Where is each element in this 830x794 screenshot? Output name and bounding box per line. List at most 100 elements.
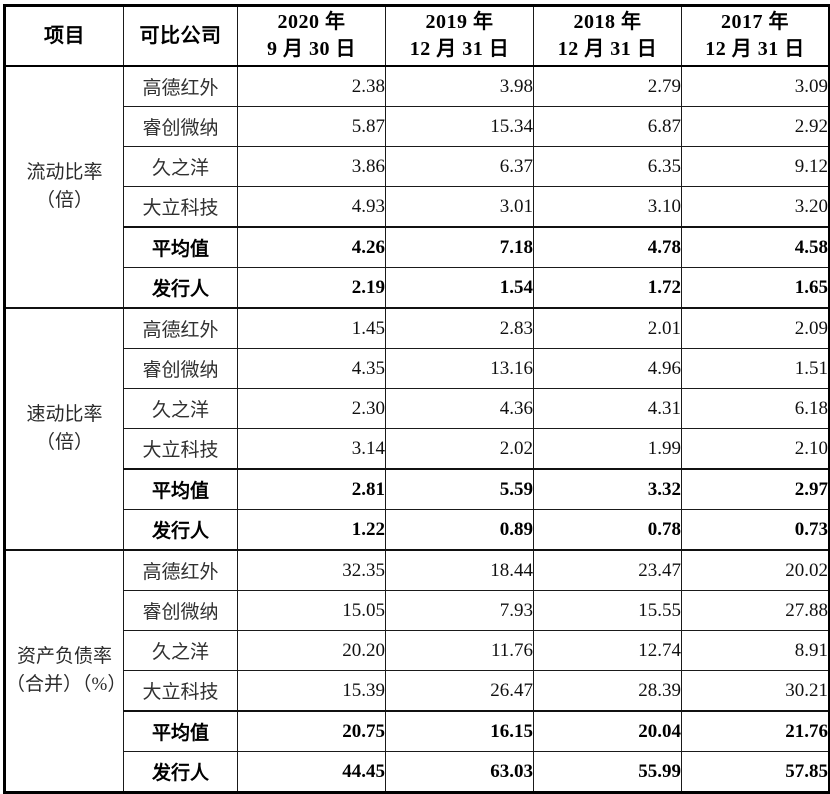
- value-cell: 4.26: [237, 226, 386, 268]
- value-cell: 3.98: [385, 65, 534, 107]
- header-period-3-date: 12 月 31 日: [705, 38, 805, 60]
- value-cell: 5.59: [385, 468, 534, 510]
- value-cell: 7.18: [385, 226, 534, 268]
- value-cell: 20.02: [681, 549, 830, 591]
- company-name-cell: 平均值: [123, 226, 238, 268]
- value-cell: 2.83: [385, 307, 534, 349]
- company-name-cell: 大立科技: [123, 186, 238, 228]
- table-row: 平均值 4.26 7.18 4.78 4.58: [5, 226, 830, 268]
- table-row: 资产负债率（合并）（%） 高德红外 32.35 18.44 23.47 20.02: [4, 549, 830, 793]
- value-cell: 4.31: [533, 388, 682, 429]
- value-cell: 44.45: [237, 751, 386, 793]
- value-cell: 2.97: [681, 468, 830, 510]
- header-period-1-year: 2019 年: [425, 11, 494, 33]
- value-cell: 2.30: [237, 388, 386, 429]
- table-row: 久之洋 20.20 11.76 12.74 8.91: [5, 630, 830, 671]
- value-cell: 4.35: [237, 348, 386, 389]
- value-cell: 20.20: [237, 630, 386, 671]
- table-row: 流动比率 （倍） 高德红外 2.38 3.98 2.79 3.09: [4, 65, 830, 309]
- table-row: 久之洋 3.86 6.37 6.35 9.12: [5, 146, 830, 187]
- value-cell: 0.73: [681, 509, 830, 551]
- company-name-cell: 发行人: [123, 751, 238, 793]
- company-name-cell: 发行人: [123, 509, 238, 551]
- table-row: 睿创微纳 4.35 13.16 4.96 1.51: [5, 348, 830, 389]
- value-cell: 4.96: [533, 348, 682, 389]
- header-period-2-year: 2018 年: [573, 11, 642, 33]
- header-period-2-date: 12 月 31 日: [557, 38, 658, 60]
- value-cell: 15.39: [237, 670, 386, 712]
- value-cell: 18.44: [385, 549, 534, 591]
- value-cell: 12.74: [533, 630, 682, 671]
- value-cell: 32.35: [237, 549, 386, 591]
- company-name-cell: 高德红外: [123, 65, 238, 107]
- value-cell: 57.85: [681, 751, 830, 793]
- table-row: 睿创微纳 15.05 7.93 15.55 27.88: [5, 590, 830, 631]
- value-cell: 15.05: [237, 590, 386, 631]
- value-cell: 15.55: [533, 590, 682, 631]
- table-row: 发行人 2.19 1.54 1.72 1.65: [5, 267, 830, 309]
- value-cell: 15.34: [385, 106, 534, 147]
- header-period-0-year: 2020 年: [277, 11, 346, 33]
- company-name-cell: 睿创微纳: [123, 106, 238, 147]
- company-name-cell: 久之洋: [123, 388, 238, 429]
- financial-ratio-table-container: 项目 可比公司 2020 年 9 月 30 日 2019 年 12 月 31 日…: [3, 4, 830, 794]
- value-cell: 6.18: [681, 388, 830, 429]
- value-cell: 1.45: [237, 307, 386, 349]
- value-cell: 6.35: [533, 146, 682, 187]
- value-cell: 1.22: [237, 509, 386, 551]
- value-cell: 8.91: [681, 630, 830, 671]
- value-cell: 11.76: [385, 630, 534, 671]
- section-label-0: 流动比率 （倍）: [4, 65, 124, 309]
- table-row: 平均值 2.81 5.59 3.32 2.97: [5, 468, 830, 510]
- section-label-text: 速动比率 （倍）: [26, 404, 103, 453]
- header-period-0: 2020 年 9 月 30 日: [237, 5, 386, 67]
- value-cell: 2.10: [681, 428, 830, 470]
- value-cell: 2.81: [237, 468, 386, 510]
- table-row: 大立科技 4.93 3.01 3.10 3.20: [5, 186, 830, 228]
- company-name-cell: 高德红外: [123, 549, 238, 591]
- value-cell: 1.54: [385, 267, 534, 309]
- value-cell: 5.87: [237, 106, 386, 147]
- company-name-cell: 大立科技: [123, 670, 238, 712]
- value-cell: 9.12: [681, 146, 830, 187]
- value-cell: 0.78: [533, 509, 682, 551]
- value-cell: 1.72: [533, 267, 682, 309]
- value-cell: 4.93: [237, 186, 386, 228]
- table-row: 平均值 20.75 16.15 20.04 21.76: [5, 710, 830, 752]
- value-cell: 0.89: [385, 509, 534, 551]
- header-period-1-date: 12 月 31 日: [409, 38, 510, 60]
- value-cell: 16.15: [385, 710, 534, 752]
- table-row: 大立科技 3.14 2.02 1.99 2.10: [5, 428, 830, 470]
- section-label-text: 资产负债率（合并）（%）: [6, 646, 127, 695]
- company-name-cell: 发行人: [123, 267, 238, 309]
- company-name-cell: 高德红外: [123, 307, 238, 349]
- table-row: 久之洋 2.30 4.36 4.31 6.18: [5, 388, 830, 429]
- value-cell: 6.87: [533, 106, 682, 147]
- value-cell: 63.03: [385, 751, 534, 793]
- value-cell: 21.76: [681, 710, 830, 752]
- value-cell: 4.78: [533, 226, 682, 268]
- header-period-2: 2018 年 12 月 31 日: [533, 5, 682, 67]
- header-company: 可比公司: [123, 5, 238, 67]
- header-row: 项目 可比公司 2020 年 9 月 30 日 2019 年 12 月 31 日…: [4, 5, 830, 67]
- value-cell: 30.21: [681, 670, 830, 712]
- company-name-cell: 平均值: [123, 710, 238, 752]
- section-label-1: 速动比率 （倍）: [4, 307, 124, 551]
- value-cell: 2.09: [681, 307, 830, 349]
- value-cell: 2.19: [237, 267, 386, 309]
- header-period-1: 2019 年 12 月 31 日: [385, 5, 534, 67]
- section-label-text: 流动比率 （倍）: [26, 162, 103, 211]
- value-cell: 3.20: [681, 186, 830, 228]
- header-period-0-date: 9 月 30 日: [267, 38, 356, 60]
- company-name-cell: 久之洋: [123, 630, 238, 671]
- table-header: 项目 可比公司 2020 年 9 月 30 日 2019 年 12 月 31 日…: [4, 5, 830, 67]
- value-cell: 1.99: [533, 428, 682, 470]
- table-body: 流动比率 （倍） 高德红外 2.38 3.98 2.79 3.09 睿创微纳 5.87 15.3…: [4, 65, 830, 793]
- value-cell: 55.99: [533, 751, 682, 793]
- table-row: 大立科技 15.39 26.47 28.39 30.21: [5, 670, 830, 712]
- value-cell: 3.01: [385, 186, 534, 228]
- value-cell: 28.39: [533, 670, 682, 712]
- table-row: 睿创微纳 5.87 15.34 6.87 2.92: [5, 106, 830, 147]
- value-cell: 27.88: [681, 590, 830, 631]
- company-name-cell: 平均值: [123, 468, 238, 510]
